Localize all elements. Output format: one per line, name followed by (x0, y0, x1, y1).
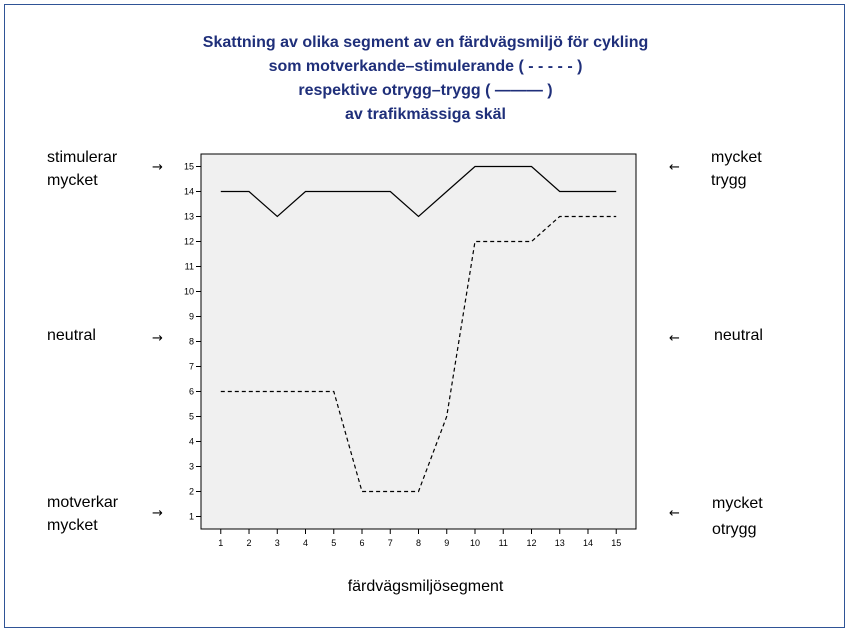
x-tick-label: 14 (583, 538, 593, 548)
chart-title-line-2: som motverkande–stimulerande ( - - - - -… (268, 58, 583, 75)
y-tick-label: 13 (184, 212, 194, 222)
left-label-bottom-line-1: motverkar (47, 494, 119, 511)
left-label-top-line-2: mycket (47, 172, 98, 189)
right-label-top-line-1: mycket (711, 149, 762, 166)
y-tick-label: 12 (184, 237, 194, 247)
right-label-bottom-line-2: otrygg (712, 521, 757, 538)
x-tick-label: 2 (247, 538, 252, 548)
x-tick-label: 10 (470, 538, 480, 548)
left-label-stimulerar-mycket: stimulerar mycket (47, 146, 117, 192)
series-line-otrygg-trygg (220, 165, 617, 218)
y-tick-label: 8 (189, 337, 194, 347)
x-tick-label: 6 (359, 538, 364, 548)
right-label-middle-line-1: neutral (714, 327, 763, 344)
x-tick-label: 13 (555, 538, 565, 548)
x-tick-label: 7 (388, 538, 393, 548)
y-tick-label: 7 (189, 362, 194, 372)
y-tick-label: 10 (184, 287, 194, 297)
chart-title-line-1: Skattning av olika segment av en färdväg… (202, 34, 649, 51)
chart-title-line-3: respektive otrygg–trygg ( ——— ) (298, 82, 553, 99)
y-tick-label: 3 (189, 462, 194, 472)
y-tick-label: 2 (189, 487, 194, 497)
y-tick-label: 1 (189, 512, 194, 522)
plot-area (200, 153, 637, 530)
figure-frame (4, 4, 845, 628)
right-label-bottom-line-1: mycket (712, 495, 763, 512)
x-axis-label: färdvägsmiljösegment (347, 578, 504, 595)
x-tick-label: 15 (611, 538, 621, 548)
series-line-motverkande-stimulerande (220, 215, 617, 493)
y-tick-label: 15 (184, 162, 194, 172)
chart-title-line-4: av trafikmässiga skäl (345, 106, 506, 123)
right-label-mycket-otrygg: mycket otrygg (712, 491, 763, 543)
x-tick-label: 9 (444, 538, 449, 548)
left-arrow-top: → (152, 160, 163, 175)
right-label-mycket-trygg: mycket trygg (711, 146, 762, 192)
x-tick-label: 3 (275, 538, 280, 548)
x-tick-label: 11 (499, 538, 508, 548)
x-tick-label: 1 (218, 538, 223, 548)
right-label-top-line-2: trygg (711, 172, 747, 189)
y-tick-label: 14 (184, 187, 194, 197)
y-tick-label: 4 (189, 437, 194, 447)
x-tick-label: 5 (331, 538, 336, 548)
left-label-bottom-line-2: mycket (47, 517, 98, 534)
y-tick-label: 11 (185, 262, 194, 272)
right-arrow-top: ← (669, 160, 680, 175)
left-label-neutral: neutral (47, 324, 96, 347)
right-arrow-bottom: ← (669, 506, 680, 521)
chart-title: Skattning av olika segment av en färdväg… (0, 31, 851, 127)
x-tick-label: 4 (303, 538, 308, 548)
x-tick-label: 12 (526, 538, 536, 548)
left-label-motverkar-mycket: motverkar mycket (47, 491, 118, 537)
left-label-top-line-1: stimulerar (47, 149, 118, 166)
left-arrow-bottom: → (152, 506, 163, 521)
y-tick-label: 9 (189, 312, 194, 322)
y-tick-label: 6 (189, 387, 194, 397)
left-label-middle-line-1: neutral (47, 327, 96, 344)
right-arrow-middle: ← (669, 331, 680, 346)
y-tick-label: 5 (189, 412, 194, 422)
left-arrow-middle: → (152, 331, 163, 346)
x-tick-label: 8 (416, 538, 421, 548)
right-label-neutral: neutral (714, 324, 763, 347)
